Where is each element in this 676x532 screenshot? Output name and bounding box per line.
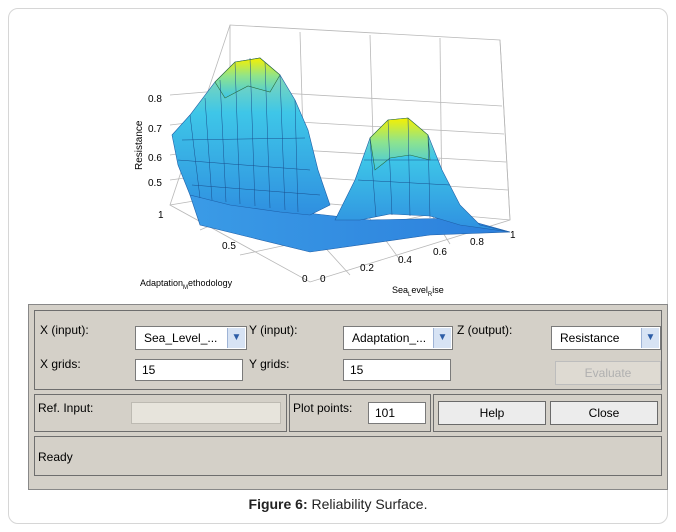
z-tick-label: 0.5 [148,178,162,189]
z-tick-label: 0.7 [148,124,162,135]
surface-mesh [177,57,451,219]
sea-level-tick-label: 0 [320,274,326,285]
x-input-label: X (input): [40,323,89,337]
sea-level-tick-label: 0.2 [360,263,374,274]
adaptation-tick-label: 1 [158,210,164,221]
plot-points-box: Plot points: 101 [289,394,431,432]
y-input-value: Adaptation_... [352,331,427,345]
z-tick-label: 0.6 [148,153,162,164]
sea-level-tick-label: 0.6 [433,247,447,258]
figure-number: Figure 6: [248,496,308,512]
surface-plot[interactable]: 0.8 0.7 0.6 0.5 Resistance 1 0.5 0 0 0.2… [130,20,530,302]
surface-plot-svg: 0.8 0.7 0.6 0.5 Resistance 1 0.5 0 0 0.2… [134,24,516,298]
y-grids-label: Y grids: [249,357,290,371]
chevron-down-icon[interactable]: ▼ [641,328,659,348]
x-grids-input[interactable]: 15 [135,359,243,381]
z-output-select[interactable]: Resistance ▼ [551,326,661,350]
plot-points-label: Plot points: [293,401,353,415]
sea-level-tick-label: 1 [510,230,516,241]
adaptation-tick-label: 0.5 [222,241,236,252]
chevron-down-icon[interactable]: ▼ [433,328,451,348]
x-input-select[interactable]: Sea_Level_... ▼ [135,326,247,350]
chevron-down-icon[interactable]: ▼ [227,328,245,348]
z-ticks: 0.8 0.7 0.6 0.5 [148,94,162,189]
status-text: Ready [38,450,73,464]
sea-level-tick-label: 0.8 [470,237,484,248]
y-grids-input[interactable]: 15 [343,359,451,381]
ref-input-label: Ref. Input: [38,401,94,415]
input-selection-box: X (input): Sea_Level_... ▼ Y (input): Ad… [34,310,662,390]
surface-viewer-controls: X (input): Sea_Level_... ▼ Y (input): Ad… [28,304,668,490]
z-output-label: Z (output): [457,323,513,337]
sea-level-tick-label: 0.4 [398,255,412,266]
close-button[interactable]: Close [550,401,658,425]
adaptation-ticks: 1 0.5 0 [158,210,308,285]
x-grids-label: X grids: [40,357,81,371]
z-tick-label: 0.8 [148,94,162,105]
adaptation-tick-label: 0 [302,274,308,285]
x-input-value: Sea_Level_... [144,331,218,345]
y-input-select[interactable]: Adaptation_... ▼ [343,326,453,350]
action-buttons-box: Help Close [433,394,662,432]
ref-input-box: Ref. Input: [34,394,287,432]
adaptation-axis-label: AdaptationMethodology [140,278,233,291]
z-axis-label: Resistance [134,120,145,170]
figure-title: Reliability Surface. [307,496,428,512]
ref-input-field[interactable] [131,402,281,424]
sea-level-ticks: 0 0.2 0.4 0.6 0.8 1 [320,230,516,285]
status-bar: Ready [34,436,662,476]
surface-peak-left [214,57,281,99]
sea-level-axis-label: SeaLevelRise [392,285,444,298]
plot-points-input[interactable]: 101 [368,402,426,424]
figure-caption: Figure 6: Reliability Surface. [0,496,676,512]
z-output-value: Resistance [560,331,620,345]
y-input-label: Y (input): [249,323,298,337]
evaluate-button[interactable]: Evaluate [555,361,661,385]
help-button[interactable]: Help [438,401,546,425]
